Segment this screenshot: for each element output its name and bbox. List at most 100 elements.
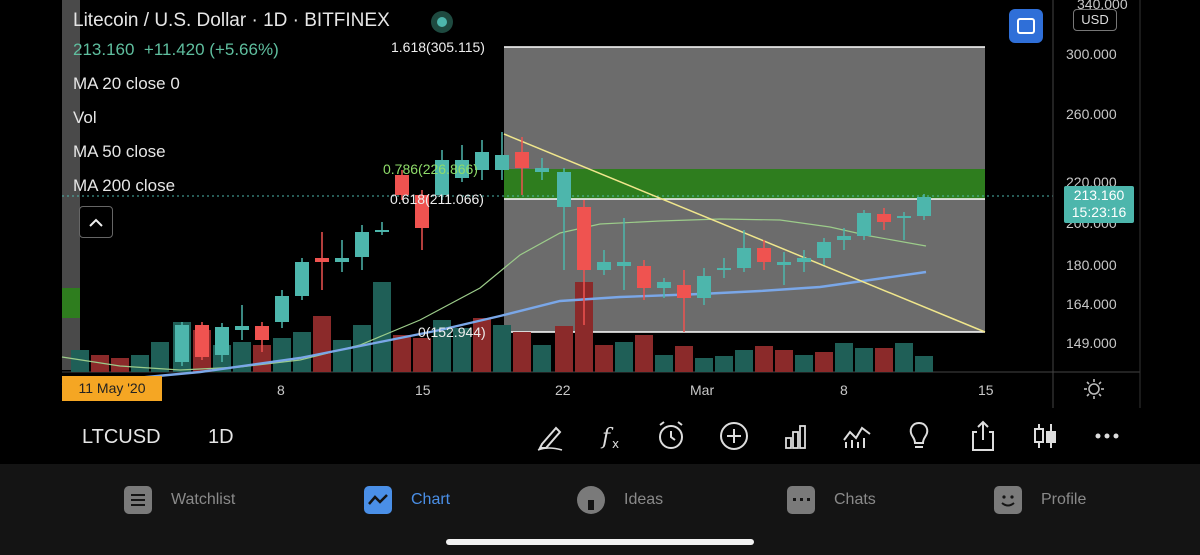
volume-bar	[333, 340, 351, 372]
fib-label-0618: 0.618(211.066)	[390, 191, 484, 207]
price-change: +11.420 (+5.66%)	[143, 40, 279, 59]
tab-label: Chats	[834, 491, 876, 508]
candle-body	[235, 326, 249, 330]
time-label: 22	[555, 382, 571, 398]
last-price: 213.160	[73, 40, 135, 59]
fib-label-1618: 1.618(305.115)	[391, 39, 485, 55]
chart-title: Litecoin / U.S. Dollar · 1D · BITFINEX	[73, 10, 390, 31]
volume-bar	[635, 335, 653, 372]
candle-body	[717, 268, 731, 270]
current-price-value: 213.160	[1073, 187, 1125, 203]
candle-body	[697, 276, 711, 298]
volume-bar	[273, 338, 291, 372]
fullscreen-button[interactable]	[1009, 9, 1043, 43]
candle-body	[837, 236, 851, 240]
candle-body	[535, 168, 549, 172]
candle-body	[335, 258, 349, 262]
volume-bar	[795, 355, 813, 372]
symbol-selector[interactable]: LTCUSD	[82, 426, 161, 448]
tab-chart[interactable]: Chart	[364, 484, 450, 516]
candle-body	[737, 248, 751, 268]
tab-label: Watchlist	[171, 491, 236, 508]
candle-body	[435, 160, 449, 195]
price-label: 149.000	[1066, 335, 1117, 351]
tab-ideas[interactable]: Ideas	[577, 484, 663, 516]
price-chart[interactable]	[0, 0, 1200, 408]
currency-button[interactable]: USD	[1073, 9, 1117, 31]
volume-bar	[615, 342, 633, 372]
fib-golden-zone	[504, 169, 985, 199]
fib-label-0786: 0.786(226.866)	[383, 161, 478, 177]
candle-body	[637, 266, 651, 288]
idea-bulb-icon[interactable]	[902, 420, 936, 452]
indicators-icon[interactable]	[840, 420, 874, 452]
volume-bar	[313, 316, 331, 372]
volume-bar	[513, 332, 531, 372]
indicator-vol[interactable]: Vol	[73, 108, 97, 127]
candle-body	[175, 325, 189, 362]
fullscreen-icon	[1017, 18, 1035, 34]
tab-profile[interactable]: Profile	[994, 484, 1086, 516]
time-label: 15	[978, 382, 994, 398]
price-label: 164.000	[1066, 296, 1117, 312]
indicator-ma50[interactable]: MA 50 close	[73, 142, 166, 161]
candle-body	[315, 258, 329, 262]
volume-bar	[473, 318, 491, 372]
tab-chats[interactable]: Chats	[787, 484, 876, 516]
volume-bar	[895, 343, 913, 372]
volume-bar	[775, 350, 793, 372]
volume-bar	[413, 338, 431, 372]
volume-bar	[493, 325, 511, 372]
bar-countdown: 15:23:16	[1071, 204, 1127, 220]
bar-chart-icon[interactable]	[779, 420, 813, 452]
price-label: 180.000	[1066, 257, 1117, 273]
plus-circle-icon[interactable]	[717, 420, 751, 452]
volume-bar	[575, 282, 593, 372]
indicator-ma20[interactable]: MA 20 close 0	[73, 74, 180, 93]
volume-bar	[555, 326, 573, 372]
candle-body	[515, 152, 529, 168]
svg-text:x: x	[612, 437, 619, 451]
volume-bar	[151, 342, 169, 372]
price-label: 300.000	[1066, 46, 1117, 62]
settings-icon[interactable]	[1083, 378, 1105, 400]
candle-body	[275, 296, 289, 322]
fib-label-0: 0(152.944)	[418, 324, 486, 340]
volume-bar	[353, 325, 371, 372]
candle-body	[817, 242, 831, 258]
candle-body	[777, 262, 791, 265]
candle-body	[455, 160, 469, 178]
draw-icon[interactable]	[534, 420, 568, 452]
market-status-icon	[431, 11, 453, 33]
more-icon[interactable]	[1090, 420, 1124, 452]
volume-bar	[755, 346, 773, 372]
chart-icon	[364, 486, 392, 514]
alarm-icon[interactable]	[654, 420, 688, 452]
share-icon[interactable]	[966, 420, 1000, 452]
collapse-legend-button[interactable]	[79, 206, 113, 238]
volume-bar	[293, 332, 311, 372]
profile-icon	[994, 486, 1022, 514]
volume-bar	[655, 355, 673, 372]
crosshair-date-badge: 11 May '20	[62, 376, 162, 401]
chevron-up-icon	[89, 218, 103, 227]
tab-label: Chart	[411, 491, 451, 508]
volume-bar	[735, 350, 753, 372]
candles-icon[interactable]	[1028, 420, 1062, 452]
function-icon[interactable]: f x	[594, 420, 628, 452]
candle-body	[415, 195, 429, 228]
candle-body	[917, 197, 931, 216]
candle-body	[657, 282, 671, 288]
price-label: 260.000	[1066, 106, 1117, 122]
tab-watchlist[interactable]: Watchlist	[124, 484, 235, 516]
candle-body	[797, 258, 811, 262]
price-legend: 213.160 +11.420 (+5.66%)	[73, 40, 279, 60]
left-golden-strip	[62, 288, 80, 318]
volume-bar	[453, 328, 471, 372]
volume-bar	[855, 348, 873, 372]
chart-toolbar: LTCUSD 1D f x	[62, 408, 1140, 464]
candle-body	[375, 230, 389, 232]
indicator-ma200[interactable]: MA 200 close	[73, 176, 176, 195]
ma-slow-line	[61, 270, 927, 387]
interval-selector[interactable]: 1D	[208, 426, 234, 448]
